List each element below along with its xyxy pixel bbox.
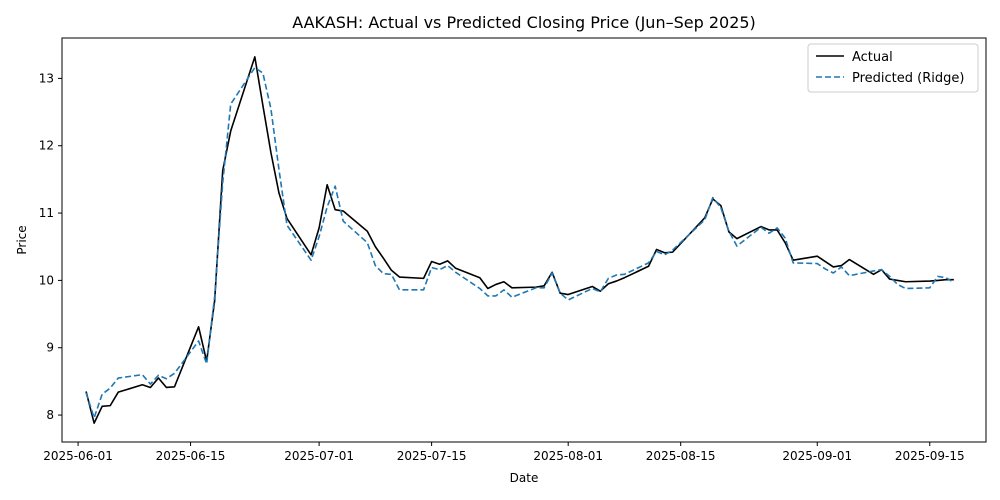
x-tick-label: 2025-06-15	[156, 449, 226, 463]
x-axis: 2025-06-01 2025-06-15 2025-07-01 2025-07-15…	[43, 442, 965, 463]
x-tick-label: 2025-08-01	[533, 449, 603, 463]
y-tick-label: 12	[39, 139, 54, 153]
y-axis-label: Price	[15, 225, 29, 254]
x-axis-label: Date	[510, 471, 539, 485]
chart-title: AAKASH: Actual vs Predicted Closing Pric…	[292, 13, 756, 32]
plot-frame	[61, 37, 987, 443]
y-tick-label: 10	[39, 273, 54, 287]
legend-box	[807, 43, 979, 93]
y-tick-label: 9	[46, 341, 54, 355]
x-tick-label: 2025-09-01	[782, 449, 852, 463]
legend-label-actual: Actual	[852, 50, 893, 65]
legend-label-predicted: Predicted (Ridge)	[852, 71, 964, 86]
x-tick-label: 2025-06-01	[43, 449, 113, 463]
series-line-actual	[85, 56, 954, 424]
y-tick-label: 13	[39, 71, 54, 85]
legend: Actual Predicted (Ridge)	[807, 43, 979, 93]
x-tick-label: 2025-07-15	[397, 449, 467, 463]
x-tick-label: 2025-08-15	[646, 449, 716, 463]
y-axis: 8 9 10 11 12 13	[39, 71, 62, 422]
x-tick-label: 2025-07-01	[284, 449, 354, 463]
x-tick-label: 2025-09-15	[895, 449, 965, 463]
y-tick-label: 11	[39, 206, 54, 220]
series-line-predicted	[85, 66, 955, 419]
y-tick-label: 8	[46, 408, 54, 422]
plot-area	[61, 37, 987, 443]
